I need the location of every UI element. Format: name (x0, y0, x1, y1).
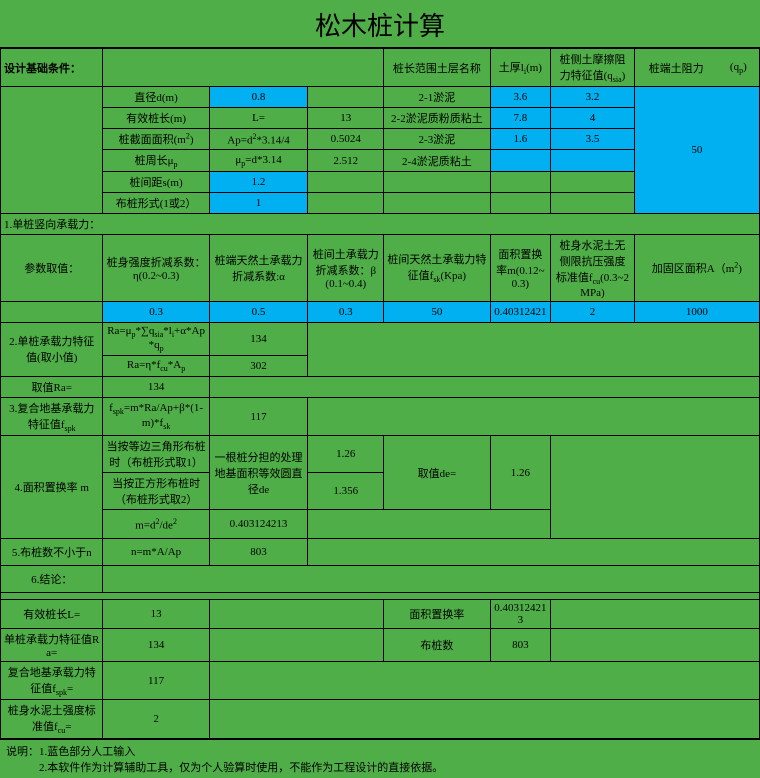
sec4-r1: 1.26 (308, 436, 384, 473)
conc-r1b: 13 (103, 600, 209, 629)
efflen-sym: L= (209, 108, 308, 129)
soil2-name: 2-2淤泥质粉质粘土 (384, 108, 490, 129)
v6[interactable]: 2 (551, 301, 634, 322)
tip-resist-label: 桩端土阻力 (634, 49, 717, 87)
perim-sym: μp=d*3.14 (209, 150, 308, 172)
sec4-mv: 0.403124213 (209, 510, 308, 539)
area-sym: Ap=d2*3.14/4 (209, 129, 308, 150)
sec4-title: 4.面积置换率 m (1, 436, 103, 539)
sec4-take-label: 取值de= (384, 436, 490, 510)
sec2-r1: 134 (209, 322, 308, 355)
sec5-v: 803 (209, 539, 308, 566)
conc-r3b: 117 (103, 662, 209, 700)
diameter-val[interactable]: 0.8 (209, 87, 308, 108)
v5[interactable]: 0.40312421 (490, 301, 551, 322)
conc-r1d: 0.403124213 (490, 600, 551, 629)
p2: 桩端天然土承载力折减系数:α (209, 235, 308, 301)
sec4-mf: m=d2/de2 (103, 510, 209, 539)
qp-val[interactable]: 50 (634, 87, 759, 214)
sec4-c2: 当按正方形布桩时（布桩形式取2） (103, 473, 209, 510)
note2: 2.本软件作为计算辅助工具，仅为个人验算时使用，不能作为工程设计的直接依据。 (6, 759, 754, 775)
note1: 说明：1.蓝色部分人工输入 (6, 743, 754, 759)
v1[interactable]: 0.3 (103, 301, 209, 322)
soil-name-header: 桩长范围土层名称 (384, 49, 490, 87)
spreadsheet: 松木桩计算 设计基础条件： 桩长范围土层名称 土厚li(m) 桩侧土摩擦阻力特征… (0, 0, 760, 778)
soil1-thick[interactable]: 3.6 (490, 87, 551, 108)
design-cond-label: 设计基础条件： (1, 49, 103, 87)
notes: 说明：1.蓝色部分人工输入 2.本软件作为计算辅助工具，仅为个人验算时使用，不能… (0, 739, 760, 778)
soil1-name: 2-1淤泥 (384, 87, 490, 108)
spacing-val[interactable]: 1.2 (209, 172, 308, 193)
page-title: 松木桩计算 (0, 0, 760, 48)
sec4-mid: 一根桩分担的处理地基面积等效圆直径de (209, 436, 308, 510)
sec2-f1: Ra=μp*∑qsia*li+α*Ap*qp (103, 322, 209, 355)
area-label: 桩截面面积(m2) (103, 129, 209, 150)
diameter-label: 直径d(m) (103, 87, 209, 108)
sec2-r2: 302 (209, 355, 308, 376)
v3[interactable]: 0.3 (308, 301, 384, 322)
sec3-f: fspk=m*Ra/Ap+β*(1-m)*fsk (103, 397, 209, 435)
conc-r4a: 桩身水泥土强度标准值fcu= (1, 700, 103, 738)
spacing-label: 桩间距s(m) (103, 172, 209, 193)
p1: 桩身强度折减系数：η(0.2~0.3) (103, 235, 209, 301)
params-label: 参数取值： (1, 235, 103, 301)
v4[interactable]: 50 (384, 301, 490, 322)
p7: 加固区面积A（m2) (634, 235, 759, 301)
sec5-f: n=m*A/Ap (103, 539, 209, 566)
sec2-title: 2.单桩承载力特征值(取小值) (1, 322, 103, 376)
p3: 桩间土承载力折减系数：β(0.1~0.4) (308, 235, 384, 301)
perim-label: 桩周长μp (103, 150, 209, 172)
soil3-name: 2-3淤泥 (384, 129, 490, 150)
sec2-take-val: 134 (103, 376, 209, 397)
sec6-title: 6.结论： (1, 566, 103, 593)
perim-val: 2.512 (308, 150, 384, 172)
sec2-f2: Ra=η*fcu*Ap (103, 355, 209, 376)
side-friction-header: 桩侧土摩擦阻力特征值(qsia) (551, 49, 634, 87)
sec1-title: 1.单桩竖向承载力： (1, 214, 760, 235)
soil3-qsia[interactable]: 3.5 (551, 129, 634, 150)
conc-r1c: 面积置换率 (384, 600, 490, 629)
soil2-thick[interactable]: 7.8 (490, 108, 551, 129)
p6: 桩身水泥土无侧限抗压强度标准值fcu(0.3~2MPa) (551, 235, 634, 301)
soil2-qsia[interactable]: 4 (551, 108, 634, 129)
area-val: 0.5024 (308, 129, 384, 150)
v2[interactable]: 0.5 (209, 301, 308, 322)
sec5-title: 5.布桩数不小于n (1, 539, 103, 566)
main-table: 设计基础条件： 桩长范围土层名称 土厚li(m) 桩侧土摩擦阻力特征值(qsia… (0, 48, 760, 739)
layout-val[interactable]: 1 (209, 193, 308, 214)
soil-thick-header: 土厚li(m) (490, 49, 551, 87)
sec3-v: 117 (209, 397, 308, 435)
layout-label: 布桩形式(1或2） (103, 193, 209, 214)
soil4-qsia[interactable] (551, 150, 634, 172)
sec4-take-val: 1.26 (490, 436, 551, 510)
conc-r4b: 2 (103, 700, 209, 738)
soil1-qsia[interactable]: 3.2 (551, 87, 634, 108)
p5: 面积置换率m(0.12~0.3) (490, 235, 551, 301)
efflen-label: 有效桩长(m) (103, 108, 209, 129)
sec4-r2: 1.356 (308, 473, 384, 510)
soil4-thick[interactable] (490, 150, 551, 172)
sec4-c1: 当按等边三角形布桩时（布桩形式取1） (103, 436, 209, 473)
soil4-name: 2-4淤泥质粘土 (384, 150, 490, 172)
conc-r1a: 有效桩长L= (1, 600, 103, 629)
p4: 桩间天然土承载力特征值fsk(Kpa) (384, 235, 490, 301)
tip-resist-sym: (qp) (718, 49, 760, 87)
efflen-val: 13 (308, 108, 384, 129)
v7[interactable]: 1000 (634, 301, 759, 322)
sec2-take-label: 取值Ra= (1, 376, 103, 397)
soil3-thick[interactable]: 1.6 (490, 129, 551, 150)
sec3-title: 3.复合地基承载力特征值fspk (1, 397, 103, 435)
conc-r3a: 复合地基承载力特征值fspk= (1, 662, 103, 700)
